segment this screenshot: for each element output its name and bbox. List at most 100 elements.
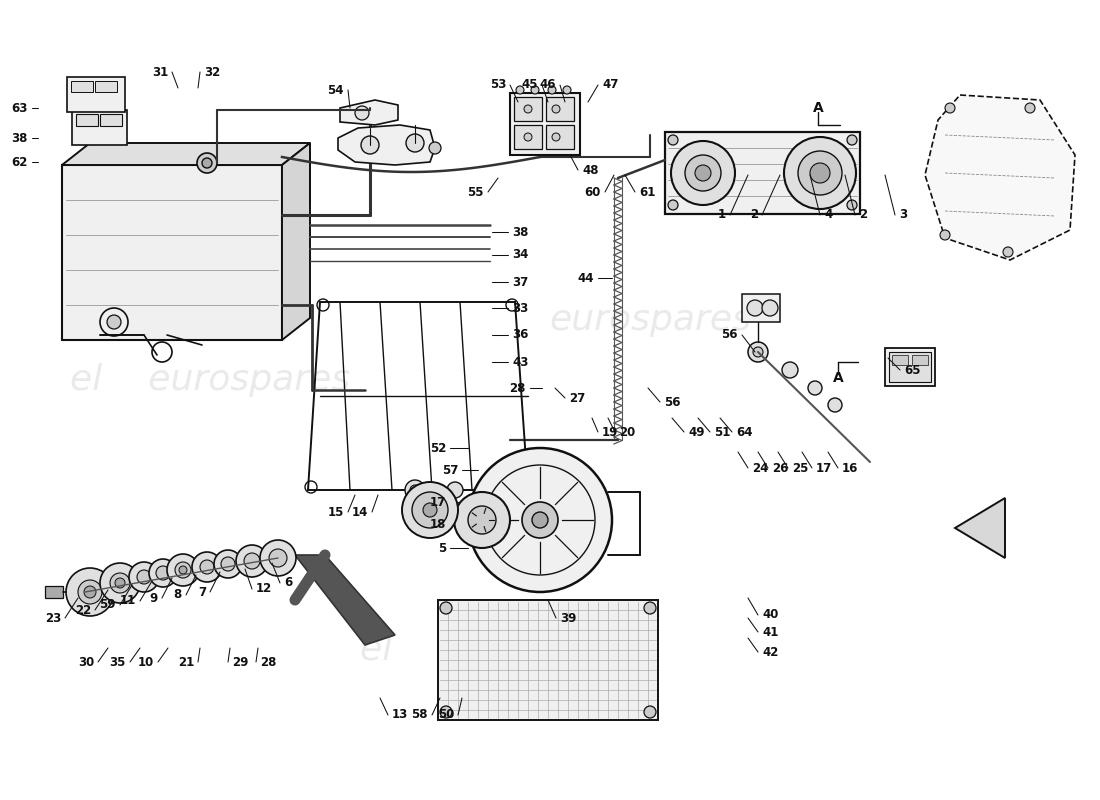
- Circle shape: [748, 342, 768, 362]
- Circle shape: [454, 492, 510, 548]
- Circle shape: [552, 105, 560, 113]
- Text: 52: 52: [430, 442, 446, 454]
- Circle shape: [531, 86, 539, 94]
- Circle shape: [847, 200, 857, 210]
- Text: 62: 62: [12, 155, 28, 169]
- Circle shape: [782, 362, 797, 378]
- Text: 18: 18: [430, 518, 446, 531]
- Circle shape: [468, 448, 612, 592]
- Text: 23: 23: [45, 611, 60, 625]
- Circle shape: [110, 573, 130, 593]
- Circle shape: [516, 86, 524, 94]
- Circle shape: [214, 550, 242, 578]
- Text: 63: 63: [12, 102, 28, 114]
- Text: 39: 39: [560, 611, 576, 625]
- Circle shape: [424, 503, 437, 517]
- Circle shape: [522, 502, 558, 538]
- Text: 9: 9: [150, 591, 158, 605]
- Circle shape: [244, 553, 260, 569]
- Circle shape: [798, 151, 842, 195]
- Text: 27: 27: [569, 391, 585, 405]
- Text: 4: 4: [824, 209, 833, 222]
- Circle shape: [644, 706, 656, 718]
- Circle shape: [524, 105, 532, 113]
- Text: 43: 43: [512, 355, 528, 369]
- Circle shape: [236, 545, 268, 577]
- Circle shape: [440, 706, 452, 718]
- Bar: [546, 97, 574, 121]
- Text: 50: 50: [438, 709, 454, 722]
- Text: 29: 29: [232, 655, 249, 669]
- Circle shape: [148, 559, 177, 587]
- Circle shape: [828, 398, 842, 412]
- Bar: [666, 132, 860, 214]
- Text: 47: 47: [602, 78, 618, 91]
- Text: 60: 60: [584, 186, 601, 198]
- Text: A: A: [833, 371, 844, 385]
- Bar: [62, 165, 282, 340]
- Text: 14: 14: [352, 506, 368, 518]
- Text: 37: 37: [512, 275, 528, 289]
- Text: 65: 65: [904, 363, 921, 377]
- Circle shape: [695, 165, 711, 181]
- Circle shape: [762, 300, 778, 316]
- Text: 48: 48: [582, 163, 598, 177]
- Circle shape: [167, 554, 199, 586]
- Bar: [514, 125, 542, 149]
- Text: el    eurospares: el eurospares: [360, 633, 640, 667]
- Circle shape: [644, 602, 656, 614]
- Text: 38: 38: [12, 131, 28, 145]
- Circle shape: [563, 86, 571, 94]
- Text: 17: 17: [430, 495, 446, 509]
- Text: 20: 20: [619, 426, 636, 438]
- Circle shape: [412, 492, 448, 528]
- Bar: [892, 355, 907, 365]
- Text: 24: 24: [752, 462, 769, 474]
- Text: 38: 38: [512, 226, 528, 238]
- Text: 16: 16: [842, 462, 858, 474]
- Text: 42: 42: [762, 646, 779, 658]
- Text: 58: 58: [411, 709, 428, 722]
- Bar: [45, 586, 63, 598]
- Text: 5: 5: [438, 542, 446, 554]
- Text: 53: 53: [490, 78, 506, 91]
- Text: 64: 64: [736, 426, 752, 438]
- Circle shape: [552, 133, 560, 141]
- Circle shape: [668, 135, 678, 145]
- Bar: [886, 348, 935, 386]
- Circle shape: [447, 482, 463, 498]
- Circle shape: [355, 106, 368, 120]
- Text: 7: 7: [198, 586, 206, 598]
- Bar: [889, 352, 931, 382]
- Text: 49: 49: [688, 426, 704, 438]
- Circle shape: [406, 134, 424, 152]
- Polygon shape: [282, 143, 310, 340]
- Circle shape: [1025, 103, 1035, 113]
- Circle shape: [945, 103, 955, 113]
- Bar: [76, 114, 98, 126]
- Circle shape: [179, 566, 187, 574]
- Circle shape: [116, 578, 125, 588]
- Polygon shape: [338, 125, 434, 165]
- Text: 54: 54: [328, 83, 344, 97]
- Text: 28: 28: [260, 655, 276, 669]
- Circle shape: [532, 512, 548, 528]
- Text: 8: 8: [174, 589, 182, 602]
- Circle shape: [202, 158, 212, 168]
- Circle shape: [197, 153, 217, 173]
- Text: 44: 44: [578, 271, 594, 285]
- Circle shape: [440, 602, 452, 614]
- Text: 6: 6: [284, 577, 293, 590]
- Text: 3: 3: [899, 209, 907, 222]
- Circle shape: [847, 135, 857, 145]
- Polygon shape: [340, 100, 398, 125]
- Text: 21: 21: [178, 655, 194, 669]
- Circle shape: [405, 480, 425, 500]
- Circle shape: [270, 549, 287, 567]
- Text: 10: 10: [138, 655, 154, 669]
- Text: 33: 33: [512, 302, 528, 314]
- Text: eurospares: eurospares: [549, 303, 751, 337]
- Circle shape: [100, 563, 140, 603]
- Polygon shape: [955, 498, 1005, 558]
- Text: 22: 22: [75, 603, 91, 617]
